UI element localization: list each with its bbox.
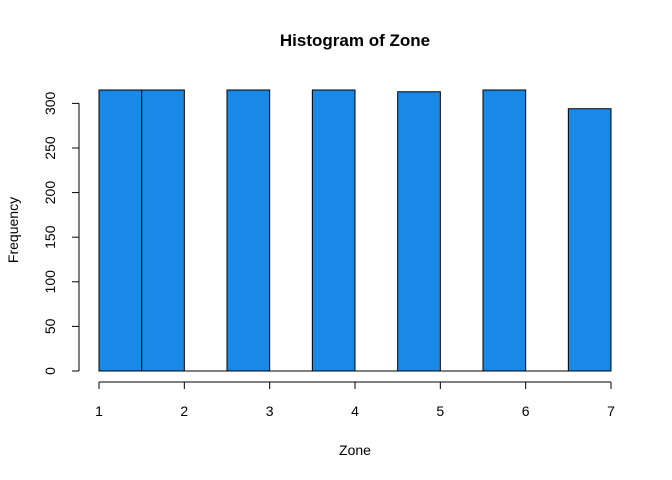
histogram-bar	[567, 108, 612, 372]
y-tick-label: 250	[42, 136, 58, 160]
bars-group	[98, 89, 612, 372]
chart-title: Histogram of Zone	[280, 31, 430, 50]
histogram-bar	[226, 89, 271, 372]
x-tick-label: 4	[351, 403, 359, 419]
y-tick-label: 150	[42, 225, 58, 249]
y-axis: 0 50 100 150 200 250 300	[42, 91, 80, 375]
histogram-bar	[397, 91, 441, 372]
histogram-bar	[141, 89, 185, 372]
x-tick-label: 6	[522, 403, 530, 419]
histogram-bar	[98, 89, 143, 372]
x-tick-label: 1	[95, 403, 103, 419]
histogram-bar	[482, 89, 527, 372]
x-tick-label: 5	[436, 403, 444, 419]
y-tick-label: 0	[42, 367, 58, 375]
y-tick-label: 200	[42, 181, 58, 205]
y-tick-label: 300	[42, 91, 58, 115]
x-tick-label: 2	[180, 403, 188, 419]
x-tick-label: 7	[607, 403, 615, 419]
histogram-bar	[311, 89, 356, 372]
x-axis: 1 2 3 4 5 6 7	[95, 381, 615, 419]
y-tick-label: 100	[42, 270, 58, 294]
y-axis-label: Frequency	[5, 197, 21, 263]
x-tick-label: 3	[266, 403, 274, 419]
y-tick-label: 50	[42, 318, 58, 334]
x-axis-label: Zone	[339, 442, 371, 458]
